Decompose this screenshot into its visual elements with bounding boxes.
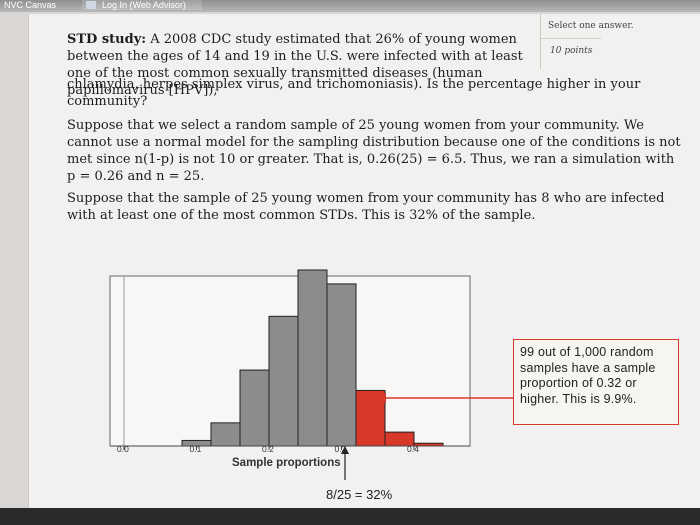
x-tick-label: 0.4 bbox=[407, 444, 419, 454]
histogram-bar bbox=[210, 422, 241, 447]
tab-web-advisor[interactable]: Log In (Web Advisor) bbox=[82, 0, 202, 10]
x-tick-label: 0.1 bbox=[189, 444, 202, 454]
question-paragraph-2: Suppose that we select a random sample o… bbox=[67, 118, 681, 184]
question-paragraph-1: STD study: A 2008 CDC study estimated th… bbox=[67, 31, 537, 99]
histogram-bar bbox=[297, 269, 328, 447]
x-axis-label: Sample proportions bbox=[232, 457, 341, 469]
callout-arrow-head bbox=[374, 393, 386, 403]
divider bbox=[541, 38, 601, 39]
callout-box: 99 out of 1,000 random samples have a sa… bbox=[513, 339, 679, 425]
tab-nvc-canvas[interactable]: NVC Canvas bbox=[4, 0, 57, 10]
observed-proportion-label: 8/25 = 32% bbox=[326, 487, 393, 502]
browser-tab-bar: NVC Canvas Log In (Web Advisor) bbox=[0, 0, 700, 12]
taskbar bbox=[0, 508, 700, 525]
x-tick-label: 0.2 bbox=[262, 444, 274, 454]
question-text: A 2008 CDC study estimated that 26% of y… bbox=[67, 32, 523, 98]
histogram-bar bbox=[268, 315, 299, 447]
question-title: STD study: bbox=[67, 32, 147, 47]
page-icon bbox=[86, 1, 96, 9]
histogram-bar bbox=[326, 283, 357, 447]
x-tick-label: 0.3 bbox=[334, 444, 347, 454]
tab-label: Log In (Web Advisor) bbox=[102, 0, 186, 10]
observed-marker-arrowhead bbox=[341, 446, 349, 454]
question-meta: Select one answer. 10 points bbox=[540, 14, 700, 69]
select-one-label: Select one answer. bbox=[548, 21, 634, 31]
question-paragraph-3: Suppose that the sample of 25 young wome… bbox=[67, 191, 665, 223]
points-label: 10 points bbox=[550, 46, 593, 56]
question-paragraph-1-end: chlamydia, herpes simplex virus, and tri… bbox=[67, 77, 641, 109]
x-tick-label: 0.0 bbox=[117, 444, 129, 454]
histogram-bar bbox=[239, 369, 270, 447]
